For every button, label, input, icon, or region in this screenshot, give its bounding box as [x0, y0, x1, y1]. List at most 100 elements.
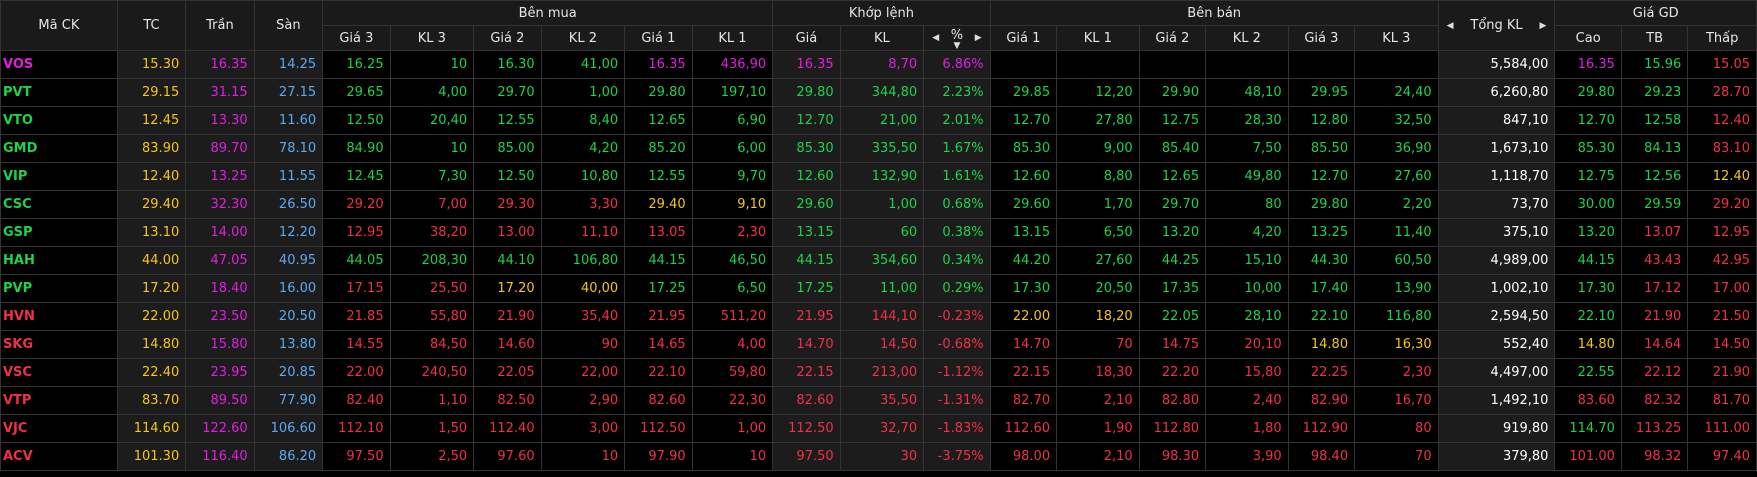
col-price-1[interactable]: TB [1620, 25, 1689, 51]
ask-volume-cell: 49,80 [1205, 162, 1289, 191]
table-row[interactable]: VOS 15.30 16.35 14.25 16.25 10 16.30 41,00 16.35… [0, 50, 1757, 79]
bid-volume-cell: 197,10 [691, 78, 774, 107]
floor-price-cell: 78.10 [253, 134, 324, 163]
high-price-cell: 22.10 [1554, 302, 1622, 331]
low-price-cell: 97.40 [1687, 442, 1757, 471]
table-row[interactable]: VJC 114.60 122.60 106.60 112.10 1,50 112.40 3,0… [0, 414, 1757, 443]
symbol-cell[interactable]: VTO [0, 106, 118, 135]
col-match-percent[interactable]: ◀% ▼ ▶ [923, 25, 991, 51]
symbol-cell[interactable]: SKG [0, 330, 118, 359]
ask-volume-cell: 9,00 [1056, 134, 1140, 163]
caret-left-icon[interactable]: ◀ [932, 33, 940, 43]
bid-volume-cell: 240,50 [389, 358, 475, 387]
symbol-cell[interactable]: ACV [0, 442, 118, 471]
col-buy-kl-1[interactable]: KL 1 [691, 25, 774, 51]
table-row[interactable]: SKG 14.80 15.80 13.80 14.55 84,50 14.60 90 14.65… [0, 330, 1757, 359]
ask-volume-cell: 27,60 [1056, 246, 1140, 275]
ask-price-cell: 85.30 [989, 134, 1058, 163]
caret-right-icon[interactable]: ▶ [1539, 20, 1547, 31]
match-percent-cell: 1.61% [923, 162, 991, 191]
col-floor[interactable]: Sàn [253, 0, 324, 51]
symbol-cell[interactable]: VTP [0, 386, 118, 415]
col-reference[interactable]: TC [116, 0, 187, 51]
symbol-cell[interactable]: VIP [0, 162, 118, 191]
table-row[interactable]: GMD 83.90 89.70 78.10 84.90 10 85.00 4,20 85.20 6… [0, 134, 1757, 163]
symbol-cell[interactable]: HAH [0, 246, 118, 275]
col-sell-giá-3[interactable]: Giá 3 [1287, 25, 1356, 51]
table-row[interactable]: VTP 83.70 89.50 77.90 82.40 1,10 82.50 2,90 82.6… [0, 386, 1757, 415]
symbol-cell[interactable]: VOS [0, 50, 118, 79]
table-row[interactable]: ACV 101.30 116.40 86.20 97.50 2,50 97.60 10 97.9… [0, 442, 1757, 471]
col-ceiling[interactable]: Trần [185, 0, 255, 51]
low-price-cell: 15.05 [1687, 50, 1757, 79]
col-buy-kl-2[interactable]: KL 2 [540, 25, 626, 51]
col-buy-giá-1[interactable]: Giá 1 [624, 25, 693, 51]
low-price-cell: 21.50 [1687, 302, 1757, 331]
col-total-volume[interactable]: ◀ Tổng KL ▶ [1437, 0, 1556, 51]
avg-price-cell: 15.96 [1620, 50, 1689, 79]
symbol-cell[interactable]: VSC [0, 358, 118, 387]
symbol-cell[interactable]: HVN [0, 302, 118, 331]
match-percent-cell: -0.23% [923, 302, 991, 331]
col-match-volume[interactable]: KL [839, 25, 925, 51]
high-price-cell: 44.15 [1554, 246, 1622, 275]
bid-price-cell: 112.10 [322, 414, 391, 443]
col-price-0[interactable]: Cao [1554, 25, 1622, 51]
table-row[interactable]: PVT 29.15 31.15 27.15 29.65 4,00 29.70 1,00 29.8… [0, 78, 1757, 107]
ceiling-price-cell: 32.30 [185, 190, 255, 219]
col-buy-giá-2[interactable]: Giá 2 [473, 25, 542, 51]
symbol-cell[interactable]: CSC [0, 190, 118, 219]
floor-price-cell: 20.85 [253, 358, 324, 387]
ask-price-cell: 12.70 [989, 106, 1058, 135]
bid-volume-cell: 10 [540, 442, 626, 471]
col-match-price[interactable]: Giá [772, 25, 841, 51]
table-row[interactable]: PVP 17.20 18.40 16.00 17.15 25,50 17.20 40,00 17… [0, 274, 1757, 303]
col-buy-giá-3[interactable]: Giá 3 [322, 25, 391, 51]
match-percent-cell: -1.12% [923, 358, 991, 387]
table-row[interactable]: HAH 44.00 47.05 40.95 44.05 208,30 44.10 106,80… [0, 246, 1757, 275]
avg-price-cell: 22.12 [1620, 358, 1689, 387]
table-row[interactable]: CSC 29.40 32.30 26.50 29.20 7,00 29.30 3,30 29.4… [0, 190, 1757, 219]
ask-price-cell: 44.20 [989, 246, 1058, 275]
col-sell-giá-1[interactable]: Giá 1 [989, 25, 1058, 51]
col-sell-kl-2[interactable]: KL 2 [1205, 25, 1289, 51]
ask-price-cell: 112.90 [1287, 414, 1356, 443]
table-row[interactable]: GSP 13.10 14.00 12.20 12.95 38,20 13.00 11,10 13… [0, 218, 1757, 247]
match-price-cell: 12.60 [772, 162, 841, 191]
floor-price-cell: 106.60 [253, 414, 324, 443]
col-sell-kl-3[interactable]: KL 3 [1354, 25, 1439, 51]
match-price-cell: 22.15 [772, 358, 841, 387]
bid-price-cell: 97.50 [322, 442, 391, 471]
ask-price-cell: 85.40 [1138, 134, 1207, 163]
ask-volume-cell: 60,50 [1354, 246, 1439, 275]
col-buy-kl-3[interactable]: KL 3 [389, 25, 475, 51]
symbol-cell[interactable]: VJC [0, 414, 118, 443]
table-row[interactable]: VSC 22.40 23.95 20.85 22.00 240,50 22.05 22,00 2… [0, 358, 1757, 387]
avg-price-cell: 21.90 [1620, 302, 1689, 331]
symbol-cell[interactable]: GSP [0, 218, 118, 247]
floor-price-cell: 26.50 [253, 190, 324, 219]
floor-price-cell: 77.90 [253, 386, 324, 415]
match-price-cell: 82.60 [772, 386, 841, 415]
caret-right-icon[interactable]: ▶ [974, 33, 982, 43]
symbol-cell[interactable]: GMD [0, 134, 118, 163]
col-price-2[interactable]: Thấp [1687, 25, 1757, 51]
match-price-cell: 97.50 [772, 442, 841, 471]
bid-price-cell: 22.00 [322, 358, 391, 387]
table-row[interactable]: VTO 12.45 13.30 11.60 12.50 20,40 12.55 8,40 12.… [0, 106, 1757, 135]
total-volume-cell: 73,70 [1437, 190, 1556, 219]
col-symbol[interactable]: Mã CK [0, 0, 118, 51]
table-row[interactable]: HVN 22.00 23.50 20.50 21.85 55,80 21.90 35,40 21… [0, 302, 1757, 331]
ask-volume-cell: 1,80 [1205, 414, 1289, 443]
table-row[interactable]: VIP 12.40 13.25 11.55 12.45 7,30 12.50 10,80 12.… [0, 162, 1757, 191]
caret-left-icon[interactable]: ◀ [1446, 20, 1454, 31]
total-volume-cell: 4,497,00 [1437, 358, 1556, 387]
col-sell-giá-2[interactable]: Giá 2 [1138, 25, 1207, 51]
symbol-cell[interactable]: PVT [0, 78, 118, 107]
symbol-cell[interactable]: PVP [0, 274, 118, 303]
ceiling-price-cell: 23.50 [185, 302, 255, 331]
bid-price-cell: 82.40 [322, 386, 391, 415]
total-volume-cell: 1,492,10 [1437, 386, 1556, 415]
col-sell-kl-1[interactable]: KL 1 [1056, 25, 1140, 51]
sort-desc-icon[interactable]: ▼ [953, 40, 961, 51]
